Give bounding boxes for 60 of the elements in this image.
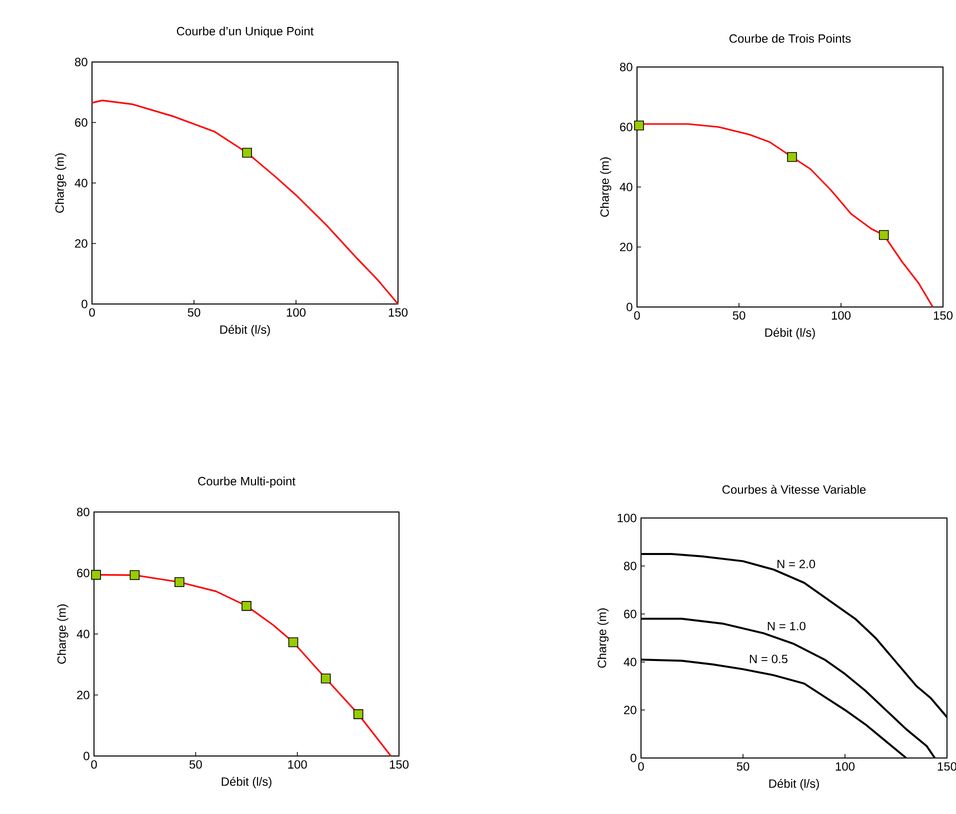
y-tick-label: 80 (74, 58, 88, 66)
y-tick-label: 0 (82, 300, 88, 308)
point (288, 637, 298, 648)
x-tick-label: 50 (736, 762, 750, 771)
point (130, 570, 140, 580)
point (174, 577, 184, 588)
series-label: N = 2.0 (778, 560, 816, 568)
y-tick-label: 0 (84, 752, 90, 760)
y-tick-label: 0 (626, 302, 632, 312)
y-tick-label: 60 (624, 610, 636, 618)
point (787, 152, 797, 162)
point (878, 230, 889, 240)
x-tick-label: 100 (286, 308, 306, 317)
y-tick-label: 60 (620, 122, 632, 132)
x-tick-label: 0 (638, 762, 644, 771)
point (91, 570, 101, 580)
x-tick-label: 150 (390, 760, 409, 769)
x-tick-label: 50 (189, 760, 202, 769)
y-tick-label: 40 (620, 182, 632, 192)
chart-title: Courbe Multi-point (198, 476, 296, 488)
x-axis-title: Débit (l/s) (769, 778, 819, 790)
y-tick-label: 80 (620, 62, 632, 72)
series-label: N = 0.5 (750, 654, 788, 664)
chart-title: Courbe d’un Unique Point (176, 26, 314, 38)
point (353, 709, 364, 720)
point (320, 674, 331, 684)
y-axis-title: Charge (m) (600, 157, 612, 217)
y-axis-title: Charge (m) (597, 608, 609, 668)
y-tick-label: 100 (618, 514, 636, 522)
y-tick-label: 40 (624, 658, 636, 666)
y-tick-label: 40 (76, 630, 90, 638)
chart-title: Courbes à Vitesse Variable (722, 484, 866, 494)
y-tick-label: 20 (624, 706, 636, 714)
y-tick-label: 20 (77, 690, 90, 700)
y-tick-label: 60 (75, 118, 88, 127)
x-axis-title: Débit (l/s) (220, 324, 270, 336)
x-tick-label: 150 (934, 311, 953, 320)
x-tick-label: 100 (832, 311, 851, 320)
y-axis-title: Charge (m) (57, 604, 68, 664)
x-tick-label: 0 (89, 308, 95, 317)
x-tick-label: 100 (836, 762, 855, 771)
y-tick-label: 80 (624, 562, 636, 570)
point (634, 120, 644, 130)
y-axis-title: Charge (m) (55, 153, 66, 213)
series-label: N = 1.0 (768, 622, 806, 630)
x-axis-title: Débit (l/s) (765, 328, 815, 340)
chart-title: Courbe de Trois Points (729, 34, 851, 43)
y-tick-label: 40 (74, 178, 88, 188)
x-tick-label: 0 (91, 760, 97, 769)
x-tick-label: 50 (732, 311, 746, 320)
y-tick-label: 80 (76, 508, 90, 516)
y-tick-label: 0 (630, 754, 636, 762)
y-tick-label: 20 (75, 239, 88, 248)
x-tick-label: 50 (188, 308, 200, 317)
point (242, 601, 252, 611)
y-tick-label: 60 (77, 568, 90, 578)
y-tick-label: 20 (620, 242, 632, 252)
x-axis-title: Débit (l/s) (222, 776, 272, 788)
x-tick-label: 100 (288, 760, 307, 769)
x-tick-label: 150 (388, 308, 408, 317)
